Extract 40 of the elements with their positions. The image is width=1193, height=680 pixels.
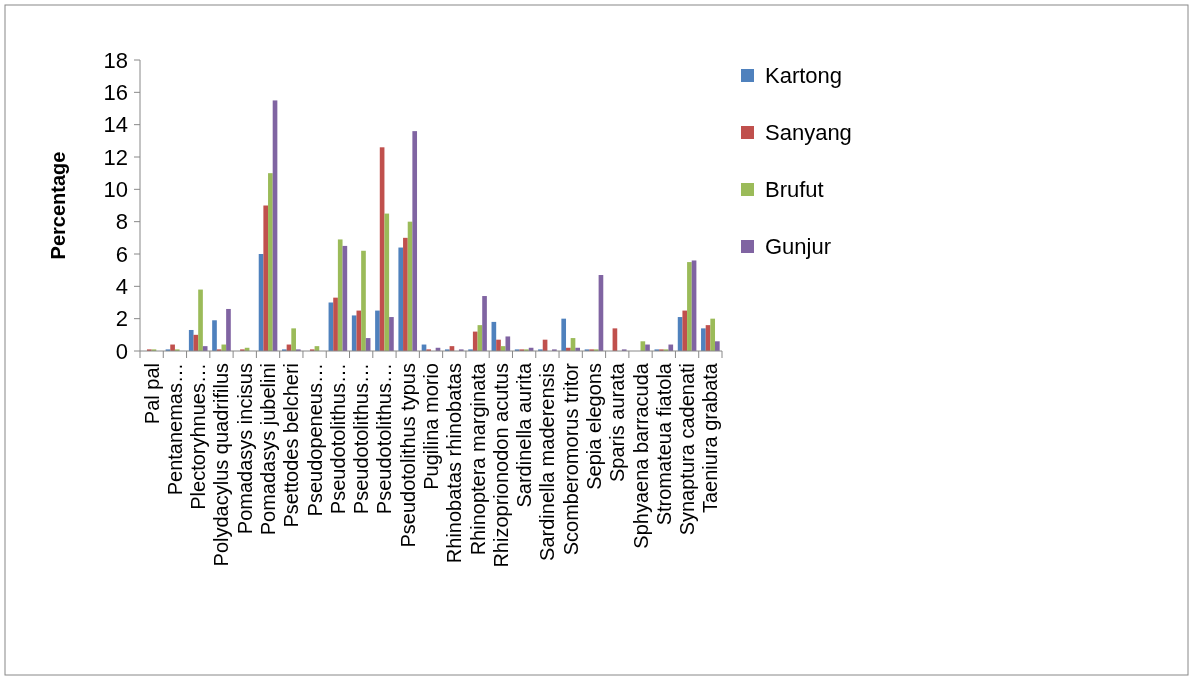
x-tick-label: Sepia elegons bbox=[582, 363, 605, 490]
x-tick-label: Pal pal bbox=[140, 363, 163, 425]
x-tick-label: Pugilina morio bbox=[420, 363, 442, 490]
y-tick-label: 16 bbox=[103, 80, 128, 106]
y-tick-label: 10 bbox=[103, 177, 128, 203]
x-tick-label: Plectoryhnues… bbox=[187, 363, 210, 510]
x-tick-label: Pseudotolithus typus bbox=[396, 363, 419, 548]
y-tick-label: 14 bbox=[103, 112, 128, 138]
x-tick-label: Sardinella aurita bbox=[513, 362, 536, 508]
x-tick-label: Sparis aurata bbox=[606, 362, 629, 482]
x-tick-label: Rhinobatas rhinobatas bbox=[443, 363, 466, 564]
y-tick-label: 8 bbox=[115, 209, 128, 235]
x-tick-label: Pseudotolithus… bbox=[326, 363, 349, 515]
y-tick-label: 2 bbox=[115, 306, 128, 332]
y-tick-label: 6 bbox=[115, 241, 128, 267]
y-tick-label: 12 bbox=[103, 144, 128, 170]
x-tick-label: Polydacylus quadrifilus bbox=[210, 363, 233, 567]
x-tick-label: Pentanemas… bbox=[163, 363, 186, 496]
x-tick-label: Sardinella maderensis bbox=[536, 363, 559, 561]
y-tick-label: 4 bbox=[115, 274, 128, 300]
x-tick-label: Pseudotolithus… bbox=[350, 363, 373, 515]
x-tick-label: Pseudopeneus… bbox=[303, 363, 326, 517]
y-axis-title: Percentage bbox=[47, 151, 69, 260]
x-tick-label: Scomberomorus tritor bbox=[559, 362, 582, 556]
y-tick-label: 18 bbox=[103, 47, 128, 73]
x-tick-label: Taeniura grabata bbox=[699, 362, 722, 514]
x-tick-label: Stromateua fiatola bbox=[652, 362, 675, 526]
x-tick-label: Pomadasys incisus bbox=[233, 363, 256, 535]
x-tick-label: Sphyaena barracuda bbox=[629, 362, 652, 549]
legend-label: Sanyang bbox=[765, 119, 852, 145]
x-tick-label: Synaptura cadenati bbox=[676, 363, 699, 536]
legend-label: Brufut bbox=[765, 176, 824, 202]
legend-label: Gunjur bbox=[765, 233, 832, 259]
legend-label: Kartong bbox=[765, 62, 843, 88]
x-tick-label: Rhizoprionodon acutus bbox=[489, 363, 512, 568]
y-tick-label: 0 bbox=[115, 338, 128, 364]
x-tick-label: Pomadasys jubelini bbox=[257, 363, 280, 536]
x-tick-label: Pseudotolithus… bbox=[373, 363, 396, 515]
x-tick-label: Rhinoptera marginata bbox=[466, 362, 489, 556]
x-tick-label: Psettodes belcheri bbox=[280, 363, 303, 528]
